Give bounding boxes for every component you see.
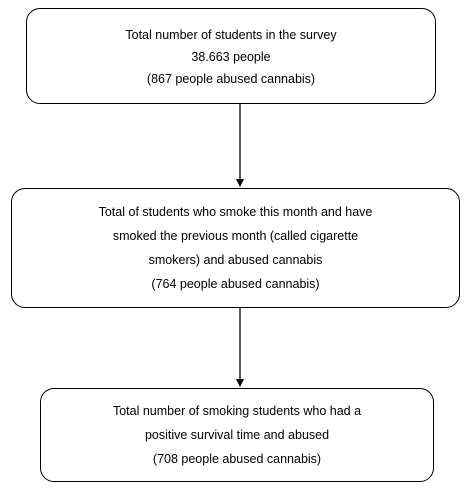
positive-survival-box: Total number of smoking students who had… [40, 388, 434, 482]
box3-line-3: (708 people abused cannabis) [152, 452, 322, 466]
box3-line-2: positive survival time and abused [144, 428, 330, 442]
box2-line-3: smokers) and abused cannabis [148, 253, 323, 267]
box1-line-3: (867 people abused cannabis) [146, 72, 316, 86]
box2-line-1: Total of students who smoke this month a… [98, 205, 373, 219]
box2-line-2: smoked the previous month (called cigare… [112, 229, 359, 243]
box3-line-1: Total number of smoking students who had… [112, 404, 362, 418]
box2-line-4: (764 people abused cannabis) [151, 277, 320, 291]
total-students-box: Total number of students in the survey 3… [26, 8, 436, 104]
box1-line-1: Total number of students in the survey [125, 28, 337, 42]
box1-line-2: 38.663 people [191, 50, 271, 64]
cigarette-smokers-box: Total of students who smoke this month a… [11, 188, 460, 308]
